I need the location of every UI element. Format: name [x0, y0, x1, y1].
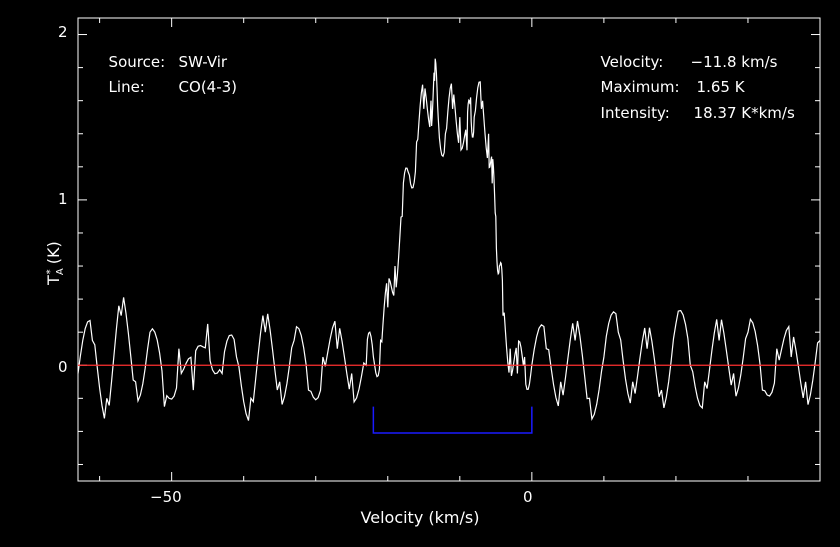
plot-frame [77, 17, 821, 482]
spectrum-line [77, 58, 821, 422]
source-info: Source: SW-Vir [99, 35, 228, 71]
line-label: Line: [108, 78, 145, 96]
velocity-info: Velocity: −11.8 km/s [591, 35, 778, 71]
source-value: SW-Vir [178, 53, 228, 71]
velocity-value: −11.8 km/s [690, 53, 778, 71]
y-axis-label-sub: A [54, 268, 66, 276]
intensity-value: 18.37 K*km/s [693, 104, 795, 122]
maximum-value: 1.65 K [696, 78, 745, 96]
y-axis-label: TA* (K) [44, 241, 66, 285]
maximum-label: Maximum: [600, 78, 680, 96]
maximum-info: Maximum: 1.65 K [591, 60, 745, 96]
line-info: Line: CO(4-3) [99, 60, 237, 96]
y-axis-label-unit: (K) [43, 241, 63, 270]
intensity-label: Intensity: [600, 104, 670, 122]
intensity-info: Intensity: 18.37 K*km/s [591, 86, 795, 122]
ytick-label: 2 [58, 23, 68, 41]
xtick-label: 0 [523, 488, 533, 506]
xtick-label: −50 [150, 488, 182, 506]
integration-window [372, 406, 533, 434]
line-value: CO(4-3) [178, 78, 238, 96]
x-axis-label: Velocity (km/s) [360, 508, 480, 527]
axis-ticks [78, 18, 821, 481]
ytick-label: 1 [58, 190, 68, 208]
y-axis-label-sup: * [44, 269, 56, 275]
y-axis-label-main: T [43, 275, 63, 285]
velocity-label: Velocity: [600, 53, 664, 71]
source-label: Source: [108, 53, 166, 71]
ytick-label: 0 [58, 358, 68, 376]
